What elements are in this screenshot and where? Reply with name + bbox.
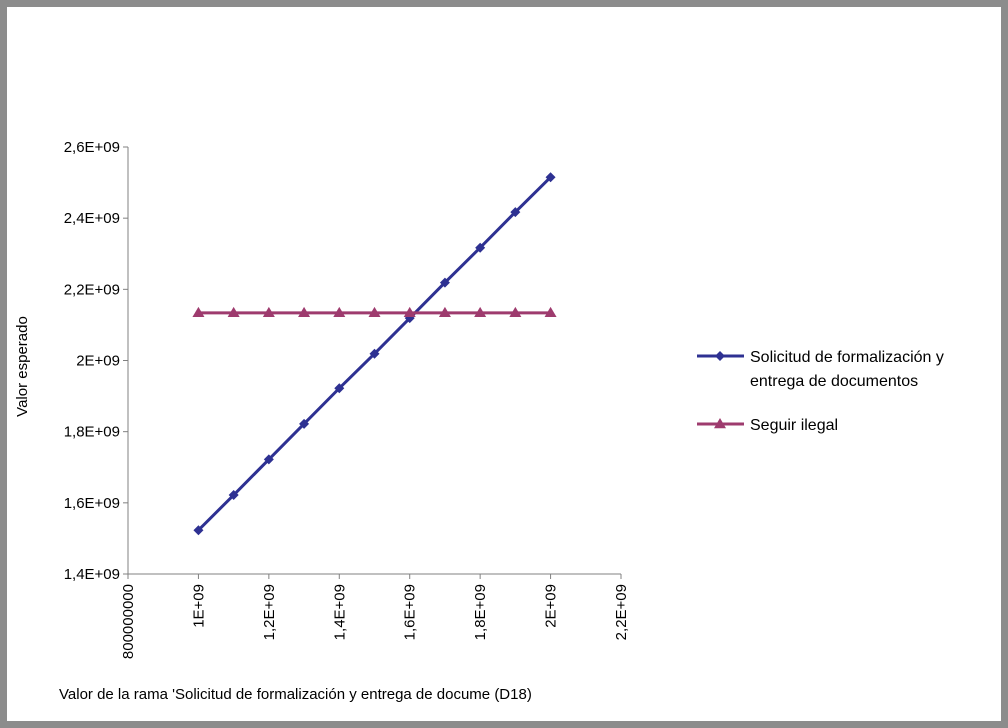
series-1 — [193, 172, 556, 536]
series-2 — [192, 306, 557, 318]
data-point — [715, 351, 725, 361]
legend-label: entrega de documentos — [750, 373, 918, 390]
legend-label: Solicitud de formalización y — [750, 349, 944, 366]
legend: Solicitud de formalización y entrega de d… — [697, 349, 944, 434]
data-point — [438, 306, 451, 318]
data-point — [368, 306, 381, 318]
x-axis: 800000000 1E+09 1,2E+09 1,4E+09 1,6E+09 1,8E+… — [120, 573, 630, 659]
data-point — [544, 306, 557, 318]
y-tick-label: 2,2E+09 — [64, 281, 120, 298]
data-point — [334, 383, 345, 394]
data-point — [263, 454, 274, 465]
data-point — [193, 525, 204, 536]
y-tick-label: 2E+09 — [76, 353, 120, 370]
data-point — [509, 306, 522, 318]
data-point — [227, 306, 240, 318]
data-point — [714, 418, 726, 429]
data-point — [262, 306, 275, 318]
data-point — [403, 306, 416, 318]
x-tick-label: 1E+09 — [190, 584, 207, 628]
series-layer — [192, 172, 557, 536]
y-axis: 1,4E+09 1,6E+09 1,8E+09 2E+09 2,2E+09 2,4E+09… — [64, 139, 129, 583]
data-point — [369, 348, 380, 359]
y-tick-label: 2,4E+09 — [64, 210, 120, 227]
legend-item-2: Seguir ilegal — [697, 417, 838, 434]
x-axis-title: Valor de la rama 'Solicitud de formaliza… — [59, 686, 532, 703]
x-tick-label: 800000000 — [120, 584, 137, 659]
y-tick-label: 1,6E+09 — [64, 495, 120, 512]
data-point — [228, 490, 239, 501]
data-point — [299, 418, 310, 429]
x-tick-label: 1,4E+09 — [331, 584, 348, 640]
x-tick-label: 1,2E+09 — [261, 584, 278, 640]
data-point — [192, 306, 205, 318]
data-point — [439, 277, 450, 288]
y-tick-label: 1,8E+09 — [64, 424, 120, 441]
data-point — [475, 242, 486, 253]
x-tick-label: 1,8E+09 — [472, 584, 489, 640]
y-tick-label: 1,4E+09 — [64, 566, 120, 583]
data-point — [545, 172, 556, 183]
data-point — [474, 306, 487, 318]
x-tick-label: 1,6E+09 — [402, 584, 419, 640]
x-tick-label: 2E+09 — [543, 584, 560, 628]
data-point — [333, 306, 346, 318]
y-axis-title: Valor esperado — [14, 316, 31, 417]
legend-label: Seguir ilegal — [750, 417, 838, 434]
legend-item-1: Solicitud de formalización y entrega de d… — [697, 349, 944, 390]
y-tick-label: 2,6E+09 — [64, 139, 120, 156]
line-chart: 1,4E+09 1,6E+09 1,8E+09 2E+09 2,2E+09 2,4E+09… — [14, 139, 944, 703]
data-point — [298, 306, 311, 318]
x-tick-label: 2,2E+09 — [613, 584, 630, 640]
